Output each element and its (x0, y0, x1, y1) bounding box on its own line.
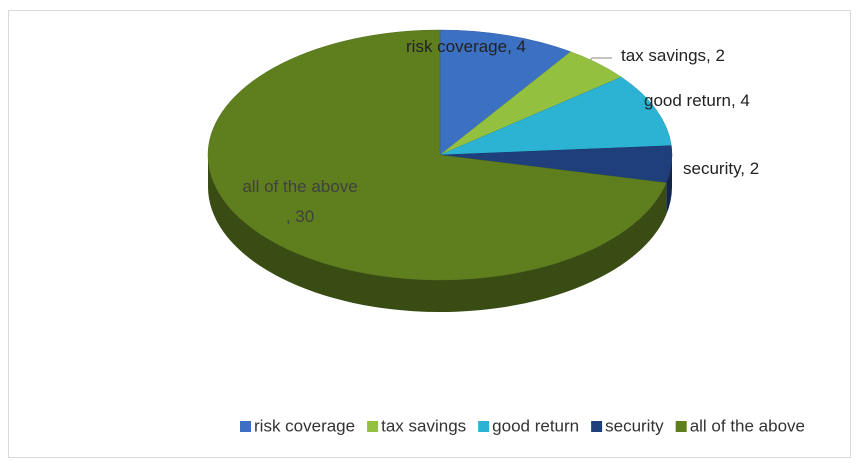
data-label: security, 2 (683, 159, 760, 178)
data-label: risk coverage, 4 (406, 37, 526, 56)
legend-label: good return (492, 416, 579, 435)
legend-swatch (240, 421, 251, 432)
legend-swatch (478, 421, 490, 432)
slice (439, 76, 672, 156)
legend-label: tax savings (381, 416, 466, 435)
legend-label: all of the above (690, 416, 805, 435)
data-label: tax savings, 2 (621, 46, 725, 65)
legend-label: security (605, 416, 664, 435)
legend-label: risk coverage (254, 416, 355, 435)
data-label: good return, 4 (644, 91, 750, 110)
data-label: all of the above , 30 (242, 177, 358, 226)
slice (439, 29, 572, 156)
legend-swatch (675, 421, 687, 432)
slice (207, 29, 667, 281)
slice-side (208, 155, 667, 313)
legend-swatch (591, 421, 603, 432)
legend-swatch (367, 421, 379, 432)
